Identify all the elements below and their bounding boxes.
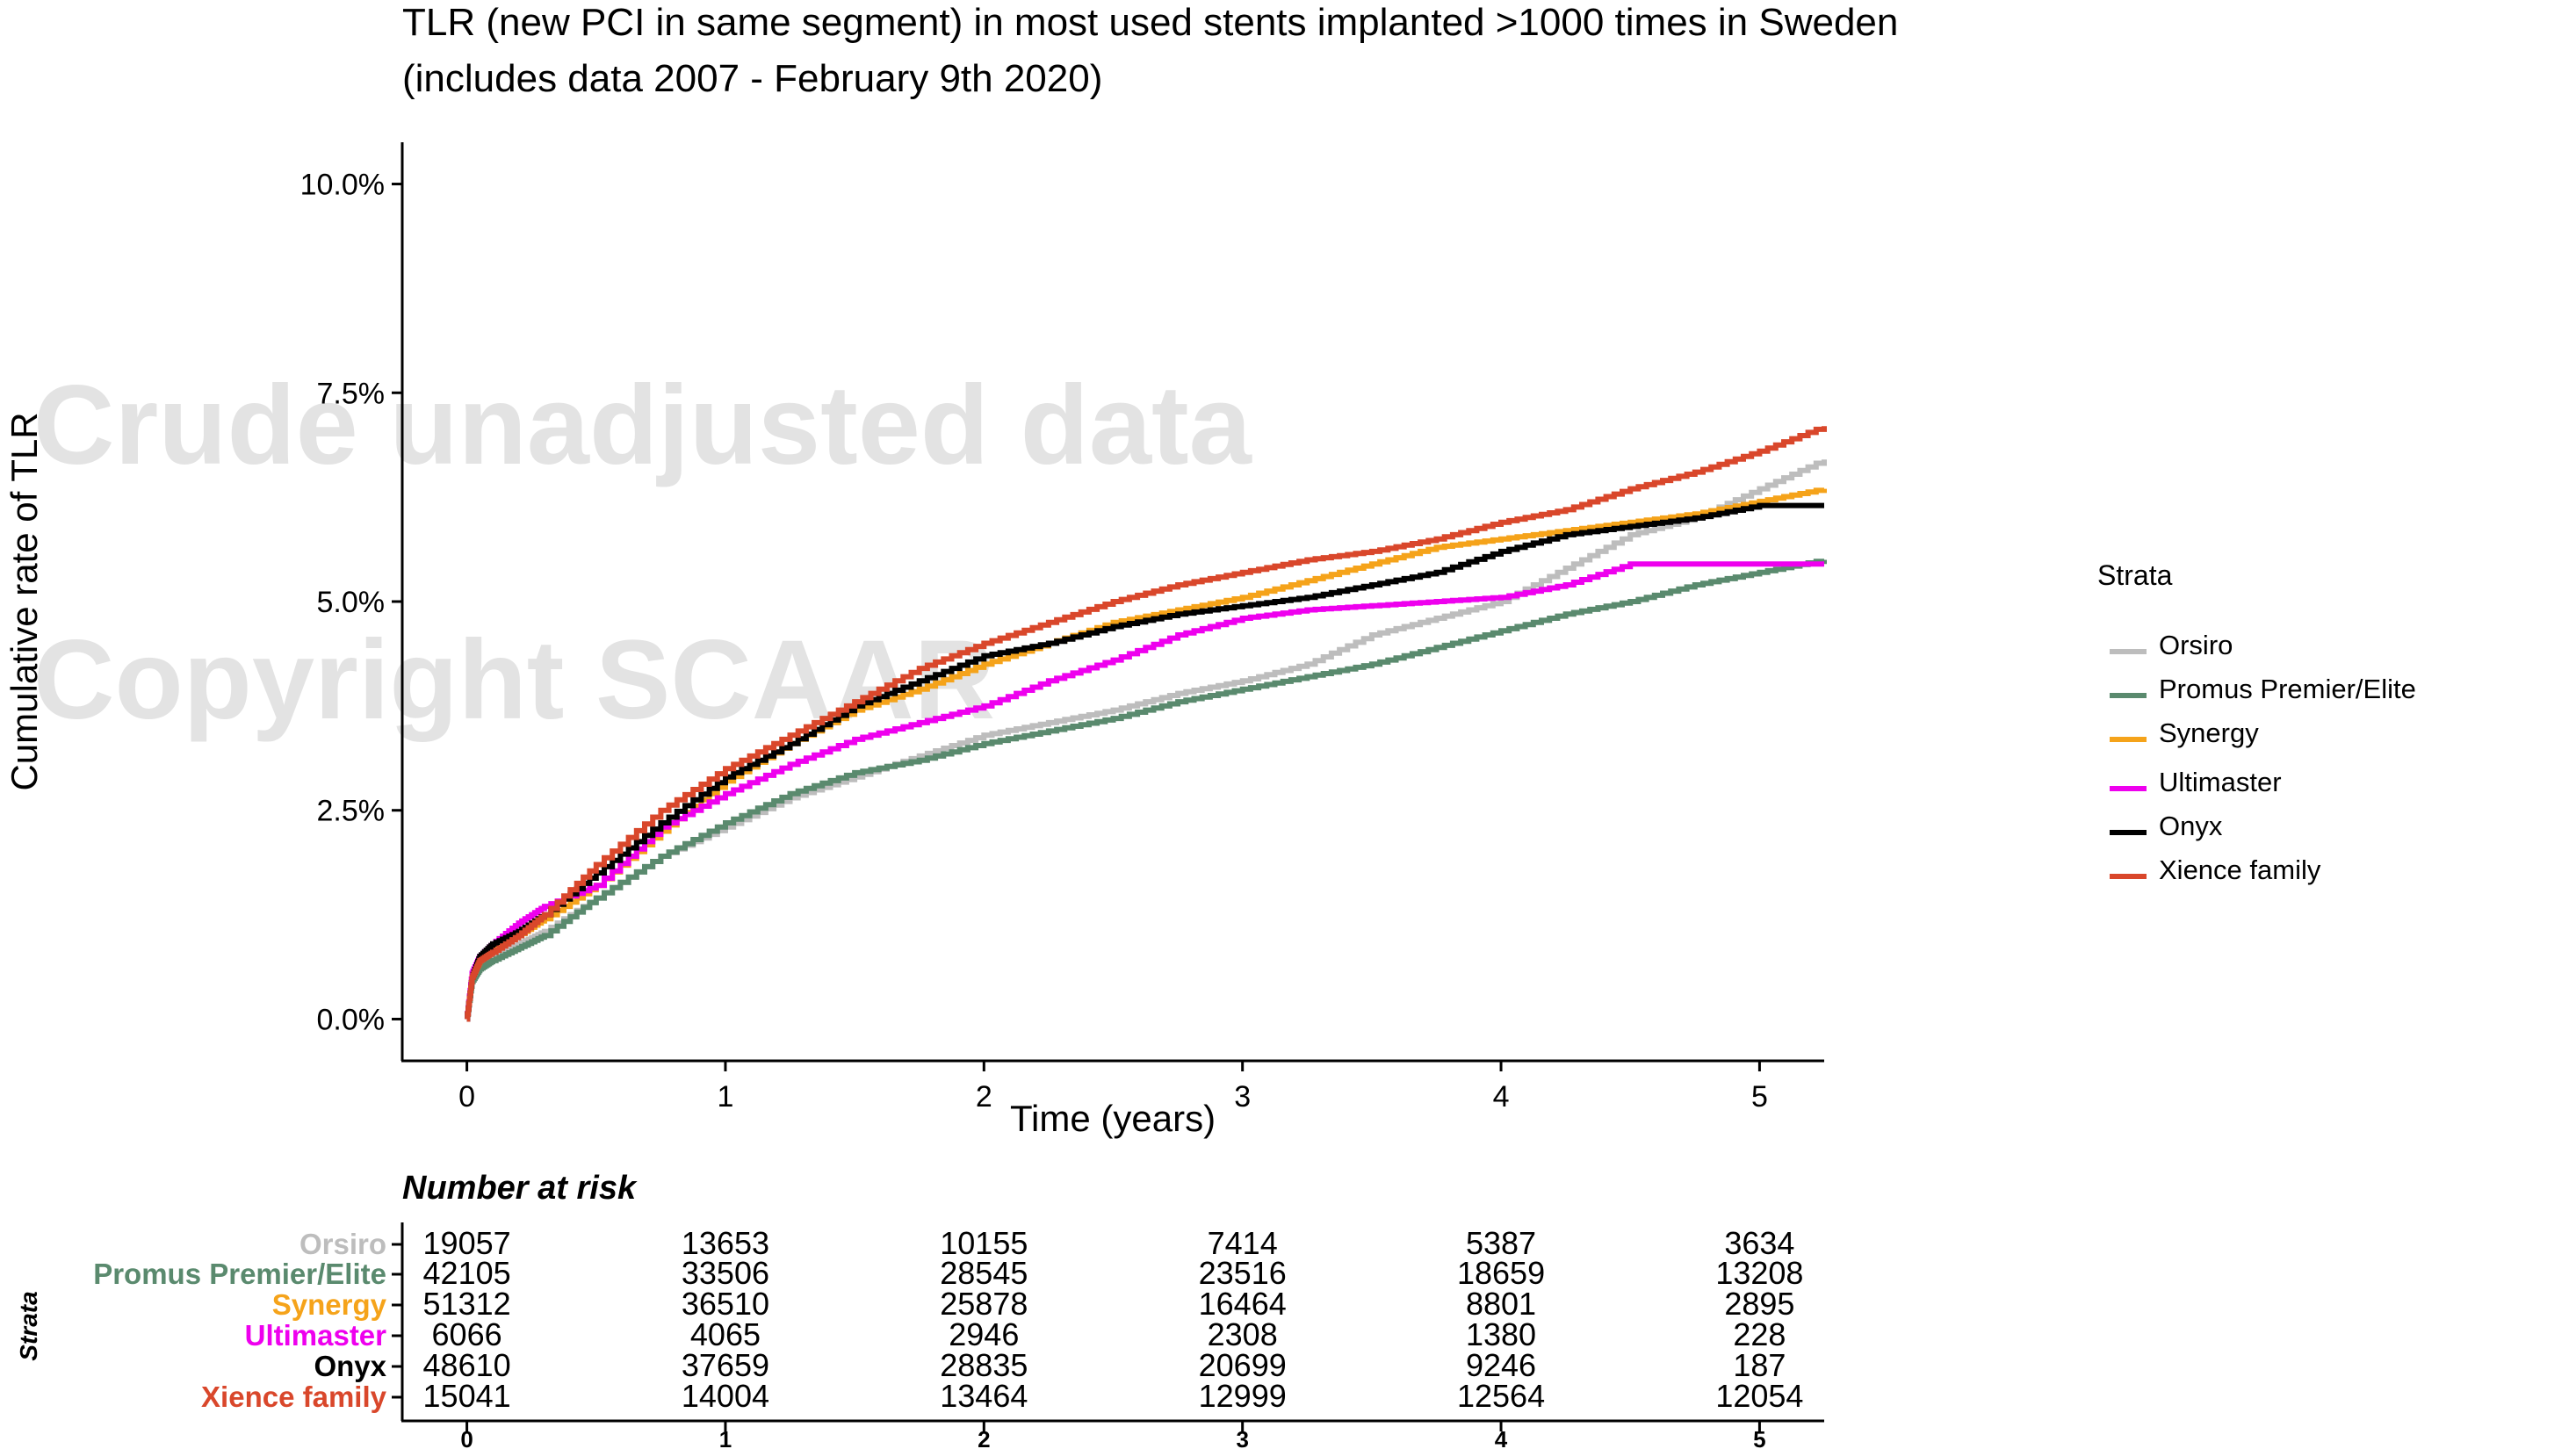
x-tick-label: 1	[717, 1080, 733, 1114]
risk-value: 1380	[1466, 1316, 1536, 1352]
legend: Strata Orsiro Promus Premier/Elite Synergy…	[2097, 559, 2416, 885]
risk-value: 5387	[1466, 1225, 1536, 1261]
x-tick-label: 4	[1493, 1080, 1510, 1114]
y-tick-label: 5.0%	[317, 586, 386, 619]
legend-items: Orsiro Promus Premier/Elite Synergy Ultimas…	[2110, 630, 2416, 885]
y-axis-title: Cumulative rate of TLR	[4, 412, 45, 790]
risk-time-tick-label: 2	[978, 1426, 990, 1449]
risk-time-tick-label: 0	[460, 1426, 473, 1449]
x-ticks: 0 1 2 3 4 5	[458, 1061, 1768, 1114]
chart-title-line1: TLR (new PCI in same segment) in most us…	[402, 1, 1898, 44]
risk-row-label: Ultimaster	[245, 1319, 387, 1352]
risk-value: 9246	[1466, 1347, 1536, 1383]
y-tick-label: 7.5%	[317, 377, 386, 410]
risk-rows: Orsiro 19057 13653 10155 7414 5387 3634 Promus …	[93, 1225, 1803, 1414]
risk-value: 37659	[682, 1347, 769, 1383]
risk-value: 3634	[1724, 1225, 1794, 1261]
x-axis-title: Time (years)	[1010, 1098, 1216, 1139]
risk-value: 12564	[1457, 1378, 1545, 1414]
legend-label: Synergy	[2159, 717, 2259, 748]
risk-value: 51312	[423, 1286, 511, 1322]
legend-title: Strata	[2097, 559, 2173, 591]
risk-row-label: Synergy	[272, 1288, 387, 1321]
risk-value: 10155	[940, 1225, 1028, 1261]
watermark-line2: Copyright SCAAR	[33, 617, 995, 743]
risk-row-label: Xience family	[201, 1381, 387, 1413]
risk-row-label: Onyx	[314, 1350, 386, 1382]
risk-time-tick-label: 4	[1495, 1426, 1508, 1449]
risk-value: 28545	[940, 1255, 1028, 1291]
risk-value: 2308	[1208, 1316, 1278, 1352]
y-tick-label: 2.5%	[317, 795, 386, 828]
series-line-promus-premier-elite	[465, 559, 1827, 1022]
plot-area: 0.0% 2.5% 5.0% 7.5% 10.0% 0 1 2 3 4 5	[300, 142, 1827, 1114]
risk-value: 18659	[1457, 1255, 1545, 1291]
risk-row-label: Promus Premier/Elite	[93, 1258, 386, 1290]
risk-value: 19057	[423, 1225, 511, 1261]
x-tick-label: 0	[458, 1080, 475, 1114]
risk-value: 13653	[682, 1225, 769, 1261]
risk-value: 15041	[423, 1378, 511, 1414]
risk-row-label: Orsiro	[299, 1228, 386, 1260]
risk-value: 20699	[1199, 1347, 1287, 1383]
risk-value: 42105	[423, 1255, 511, 1291]
risk-value: 33506	[682, 1255, 769, 1291]
risk-value: 2895	[1724, 1286, 1794, 1322]
risk-value: 13208	[1715, 1255, 1803, 1291]
series-line-onyx	[465, 502, 1824, 1022]
risk-time-ticks: 0 1 2 3 4 5	[460, 1421, 1766, 1449]
risk-value: 12999	[1199, 1378, 1287, 1414]
risk-time-tick-label: 3	[1236, 1426, 1248, 1449]
series-line-xience-family	[465, 426, 1827, 1022]
risk-value: 25878	[940, 1286, 1028, 1322]
risk-value: 6066	[432, 1316, 502, 1352]
y-tick-label: 10.0%	[300, 169, 385, 202]
risk-value: 8801	[1466, 1286, 1536, 1322]
risk-table-title: Number at risk	[402, 1170, 638, 1207]
risk-value: 7414	[1208, 1225, 1278, 1261]
x-tick-label: 2	[976, 1080, 992, 1114]
risk-value: 23516	[1199, 1255, 1287, 1291]
risk-value: 14004	[682, 1378, 769, 1414]
series-line-ultimaster	[465, 561, 1824, 1022]
legend-label: Onyx	[2159, 811, 2223, 841]
risk-value: 187	[1733, 1347, 1786, 1383]
risk-table-side-label: Strata	[15, 1291, 42, 1360]
legend-label: Xience family	[2159, 854, 2321, 885]
y-ticks: 0.0% 2.5% 5.0% 7.5% 10.0%	[300, 169, 402, 1036]
legend-label: Orsiro	[2159, 630, 2233, 660]
legend-label: Promus Premier/Elite	[2159, 674, 2416, 704]
legend-label: Ultimaster	[2159, 767, 2282, 797]
risk-time-tick-label: 5	[1753, 1426, 1765, 1449]
chart-title-line2: (includes data 2007 - February 9th 2020)	[402, 57, 1102, 100]
risk-value: 4065	[690, 1316, 761, 1352]
y-tick-label: 0.0%	[317, 1003, 386, 1036]
risk-time-tick-label: 1	[719, 1426, 732, 1449]
series-lines	[465, 426, 1827, 1022]
risk-value: 228	[1733, 1316, 1786, 1352]
watermark-line1: Crude unadjusted data	[33, 363, 1252, 488]
x-tick-label: 3	[1234, 1080, 1251, 1114]
risk-value: 28835	[940, 1347, 1028, 1383]
risk-value: 16464	[1199, 1286, 1287, 1322]
risk-value: 48610	[423, 1347, 511, 1383]
risk-table: Number at risk Strata Orsiro 19057 13653 10…	[15, 1170, 1824, 1449]
x-tick-label: 5	[1751, 1080, 1768, 1114]
risk-value: 13464	[940, 1378, 1028, 1414]
risk-value: 36510	[682, 1286, 769, 1322]
risk-value: 2946	[949, 1316, 1019, 1352]
risk-value: 12054	[1715, 1378, 1803, 1414]
